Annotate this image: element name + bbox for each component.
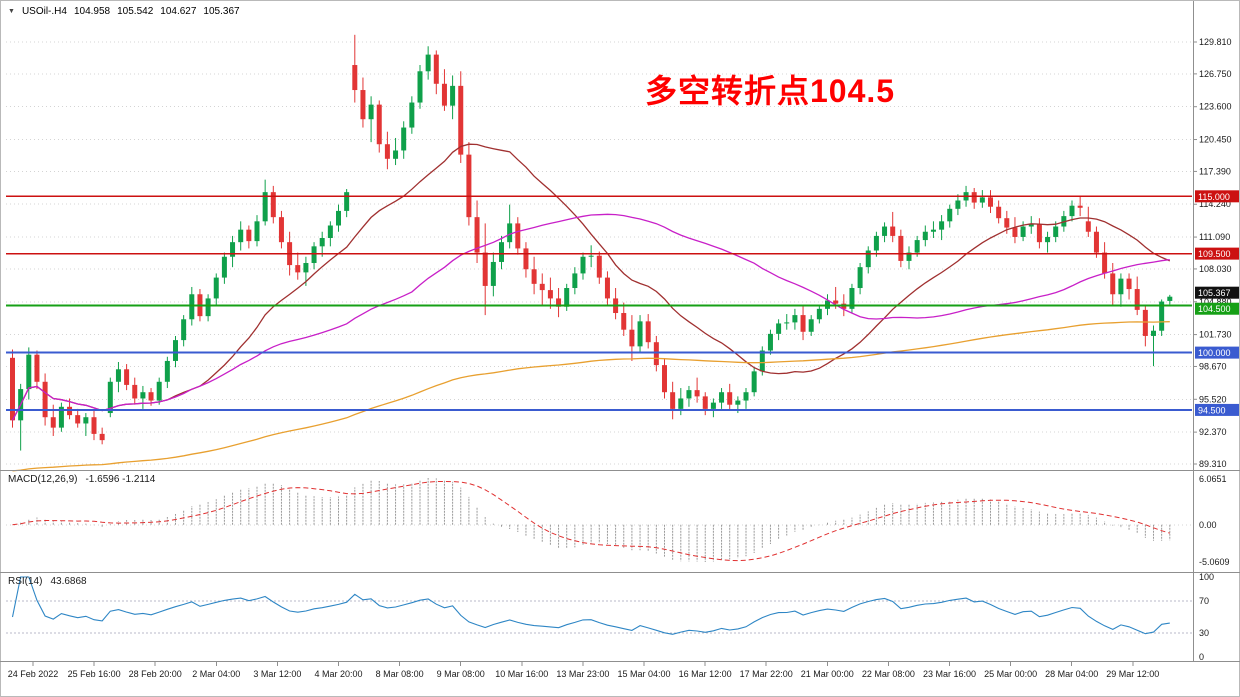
price-axis-label: 101.730 xyxy=(1199,330,1232,340)
rsi-title: RSI(14) xyxy=(8,576,43,587)
price-axis-label: 92.370 xyxy=(1199,427,1227,437)
price-axis-label: 89.310 xyxy=(1199,459,1227,469)
rsi-scale-label: 100 xyxy=(1199,572,1214,582)
chart-header: ▼ USOil-.H4 104.958 105.542 104.627 105.… xyxy=(8,6,240,17)
time-axis-label: 24 Feb 2022 xyxy=(8,669,59,679)
candlestick-series xyxy=(10,34,1173,451)
time-axis-label: 3 Mar 12:00 xyxy=(253,669,301,679)
macd-signal-line xyxy=(12,481,1170,562)
time-axis-label: 22 Mar 08:00 xyxy=(862,669,915,679)
time-axis[interactable]: 24 Feb 2022 25 Feb 16:00 28 Feb 20:00 2 Mar… xyxy=(8,662,1160,679)
symbol-timeframe-label: USOil-.H4 xyxy=(21,6,67,17)
rsi-pane xyxy=(6,576,1192,635)
horizontal-lines xyxy=(6,195,1192,411)
time-axis-label: 25 Mar 00:00 xyxy=(984,669,1037,679)
price-tag-label: 105.367 xyxy=(1198,288,1231,298)
time-axis-label: 17 Mar 22:00 xyxy=(740,669,793,679)
time-axis-label: 28 Feb 20:00 xyxy=(129,669,182,679)
moving-average-ema200 xyxy=(12,321,1170,472)
price-grid xyxy=(6,41,1192,465)
price-axis-label: 120.450 xyxy=(1199,135,1232,145)
time-axis-label: 2 Mar 04:00 xyxy=(192,669,240,679)
time-axis-label: 8 Mar 08:00 xyxy=(376,669,424,679)
time-axis-label: 13 Mar 23:00 xyxy=(556,669,609,679)
price-axis-label: 95.520 xyxy=(1199,394,1227,404)
annotation-text: 多空转折点104.5 xyxy=(645,73,896,109)
moving-average-sma20 xyxy=(11,143,1171,421)
chevron-down-icon[interactable]: ▼ xyxy=(8,8,15,15)
time-axis-label: 15 Mar 04:00 xyxy=(617,669,670,679)
rsi-scale-label: 30 xyxy=(1199,628,1209,638)
price-axis: 129.810 126.750 123.600 120.450 117.390 114.2… xyxy=(1194,37,1232,469)
ohlc-open-value: 104.958 xyxy=(73,6,111,17)
price-axis-label: 114.240 xyxy=(1199,199,1231,209)
price-tags: 115.000 109.500 104.500 100.000 94.500 105.36… xyxy=(1195,190,1239,416)
price-tag-label: 109.500 xyxy=(1198,249,1231,259)
price-tag-label: 100.000 xyxy=(1198,348,1231,358)
macd-pane xyxy=(6,478,1192,562)
time-axis-label: 9 Mar 08:00 xyxy=(437,669,485,679)
macd-scale-zero: 0.00 xyxy=(1199,520,1217,530)
ohlc-close-value: 105.367 xyxy=(203,6,240,17)
time-axis-label: 23 Mar 16:00 xyxy=(923,669,976,679)
price-axis-label: 104.880 xyxy=(1199,297,1232,307)
price-axis-label: 126.750 xyxy=(1199,69,1232,79)
rsi-scale-label: 0 xyxy=(1199,652,1204,662)
price-axis-label: 98.670 xyxy=(1199,361,1227,371)
macd-values: -1.6596 -1.2114 xyxy=(85,474,156,485)
time-axis-label: 10 Mar 16:00 xyxy=(495,669,548,679)
time-axis-label: 16 Mar 12:00 xyxy=(679,669,732,679)
time-axis-label: 28 Mar 04:00 xyxy=(1045,669,1098,679)
rsi-pane-header: RSI(14) 43.6868 xyxy=(8,576,87,587)
ohlc-high-value: 105.542 xyxy=(117,6,154,17)
macd-title: MACD(12,26,9) xyxy=(8,474,78,485)
rsi-line xyxy=(11,576,1170,635)
time-axis-label: 25 Feb 16:00 xyxy=(68,669,121,679)
price-axis-label: 108.030 xyxy=(1199,264,1232,274)
time-axis-label: 29 Mar 12:00 xyxy=(1106,669,1159,679)
price-axis-label: 123.600 xyxy=(1199,102,1232,112)
macd-scale-min: -5.0609 xyxy=(1199,557,1230,567)
price-axis-label: 117.390 xyxy=(1199,166,1231,176)
price-axis-label: 111.090 xyxy=(1199,232,1230,242)
price-tag-label: 115.000 xyxy=(1198,192,1230,202)
rsi-scale-label: 70 xyxy=(1199,596,1209,606)
moving-average-sma50 xyxy=(11,213,1170,421)
price-tag-label: 94.500 xyxy=(1198,405,1226,415)
macd-scale-max: 6.0651 xyxy=(1199,474,1227,484)
rsi-value: 43.6868 xyxy=(50,576,87,587)
time-axis-label: 4 Mar 20:00 xyxy=(314,669,362,679)
price-axis-label: 129.810 xyxy=(1199,37,1232,47)
ohlc-low-value: 104.627 xyxy=(160,6,197,17)
time-axis-label: 21 Mar 00:00 xyxy=(801,669,854,679)
price-tag-label: 104.500 xyxy=(1198,304,1231,314)
macd-pane-header: MACD(12,26,9) -1.6596 -1.2114 xyxy=(8,474,155,485)
